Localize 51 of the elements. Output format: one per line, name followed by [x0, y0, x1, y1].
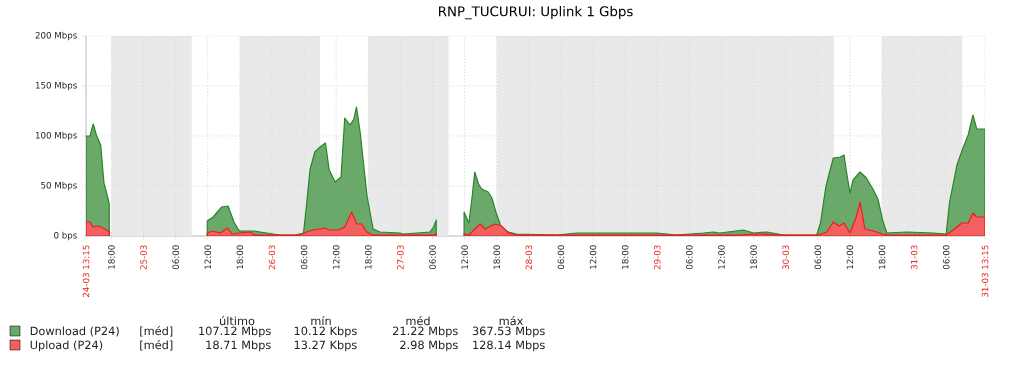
x-tick-label: 31-03 13:15	[981, 245, 989, 297]
text: 107.12 Mbps	[199, 326, 271, 338]
legend-label: Download (P24)	[30, 326, 119, 337]
chart-title: RNP_TUCURUI: Uplink 1 Gbps	[439, 6, 633, 20]
x-tick-label: 30-03	[782, 245, 789, 270]
x-tick-label: 26-03	[268, 245, 276, 270]
x-tick-label: 18:00	[750, 245, 757, 269]
text: mín	[311, 315, 331, 325]
x-tick-label: 06:00	[300, 245, 308, 270]
x-tick-label: 18:00	[365, 245, 372, 269]
y-tick-label: 150 Mbps	[35, 81, 77, 91]
y-tick-label: 200 Mbps	[35, 31, 77, 41]
y-tick-label: 0 bps	[54, 231, 77, 241]
x-tick-label: 06:00	[814, 245, 822, 270]
text: último	[220, 315, 255, 326]
x-tick-label: 06:00	[557, 245, 565, 270]
x-tick-label: 18:00	[236, 245, 244, 269]
text: 21.22 Mbps	[393, 326, 458, 338]
text: 13.27 Kbps	[294, 340, 357, 352]
y-tick-label: 100 Mbps	[35, 131, 77, 141]
x-tick-label: 25-03	[140, 245, 147, 270]
legend-label: Upload (P24)	[30, 340, 103, 352]
x-tick-label: 06:00	[686, 245, 693, 270]
x-tick-label: 12:00	[332, 245, 340, 269]
x-tick-label: 18:00	[878, 245, 886, 269]
y-tick-label: 50 Mbps	[41, 181, 77, 191]
x-tick-label: 31-03	[910, 245, 918, 270]
x-tick-label: 18:00	[108, 245, 115, 269]
text: 18.71 Mbps	[206, 340, 271, 352]
x-tick-label: 06:00	[942, 245, 950, 270]
x-tick-label: 12:00	[204, 245, 212, 269]
x-tick-label: 12:00	[846, 245, 854, 269]
text: 10.12 Kbps	[294, 326, 357, 338]
text: 367.53 Mbps	[472, 326, 545, 338]
text: méd	[406, 315, 430, 326]
text: máx	[499, 315, 523, 326]
x-tick-label: 24-03 13:15	[82, 245, 90, 297]
x-tick-label: 12:00	[461, 245, 468, 269]
x-tick-label: 06:00	[429, 245, 436, 270]
x-tick-label: 29-03	[653, 245, 661, 270]
text: [méd]	[140, 339, 173, 351]
x-tick-label: 12:00	[589, 245, 597, 269]
x-tick-label: 28-03	[525, 245, 533, 270]
x-tick-label: 12:00	[718, 245, 725, 269]
x-tick-label: 18:00	[621, 245, 629, 269]
text: [méd]	[140, 325, 173, 337]
x-tick-label: 06:00	[172, 245, 179, 270]
text: 128.14 Mbps	[473, 340, 545, 352]
x-tick-label: 27-03	[397, 245, 404, 270]
text: 2.98 Mbps	[400, 340, 458, 352]
x-tick-label: 18:00	[493, 245, 500, 269]
